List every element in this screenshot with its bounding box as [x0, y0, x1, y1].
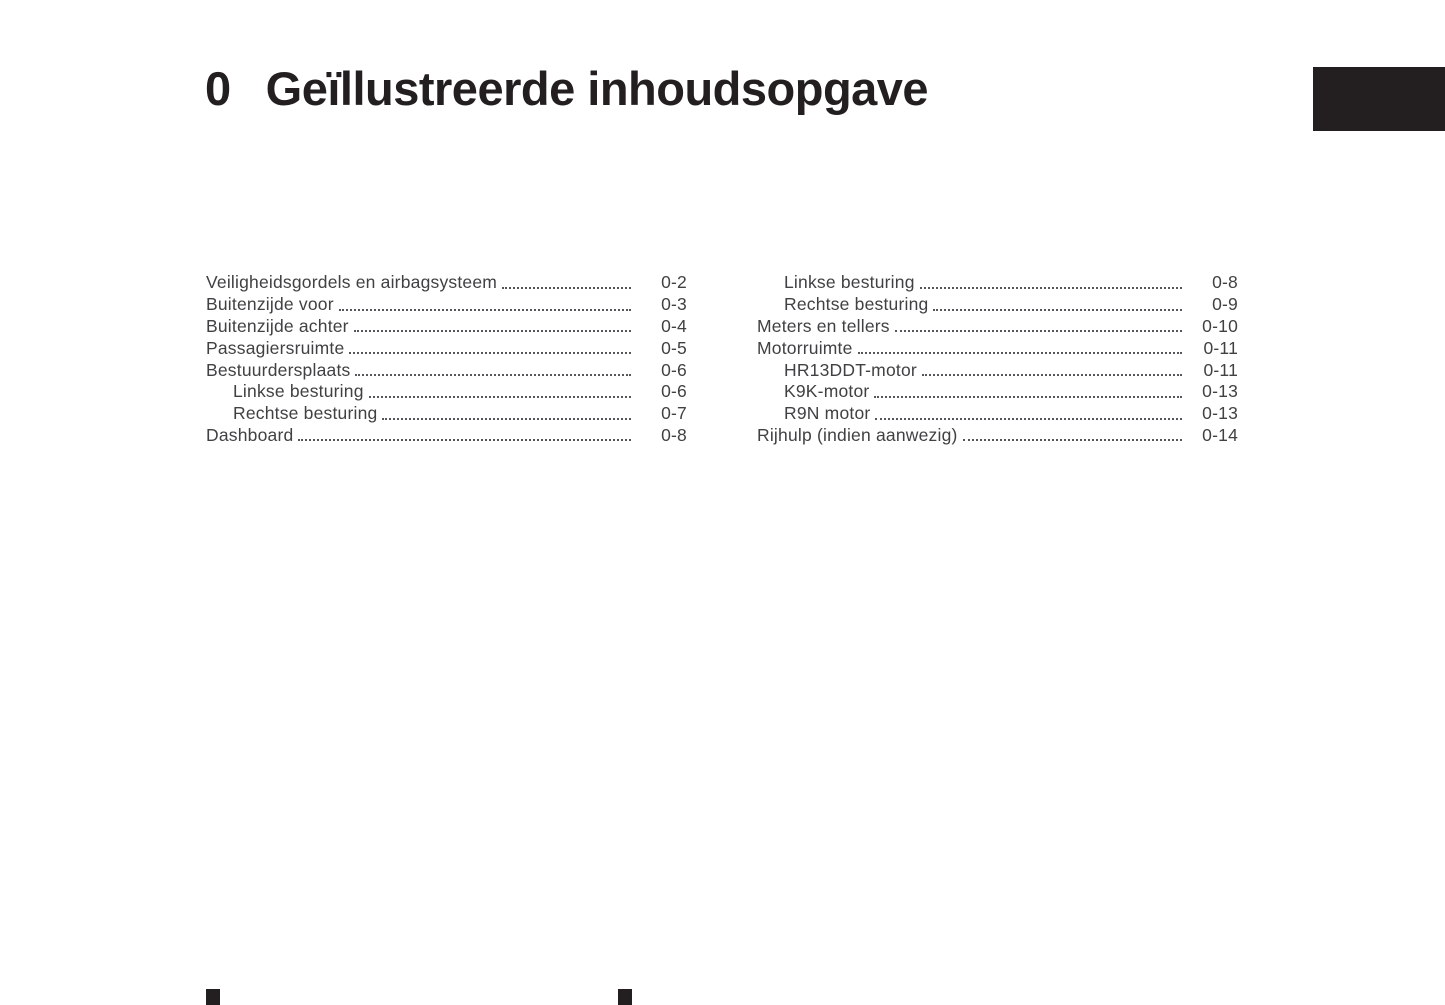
toc-leader-dots	[368, 395, 631, 398]
toc-entry: Rechtse besturing 0-9	[757, 292, 1238, 314]
toc-entry: Dashboard 0-8	[206, 423, 687, 445]
toc-page-number: 0-5	[661, 337, 687, 358]
toc-left-column: Veiligheidsgordels en airbagsysteem 0-2 …	[206, 270, 687, 444]
toc-entry: Buitenzijde achter 0-4	[206, 314, 687, 336]
toc-page-number: 0-6	[661, 359, 687, 380]
toc-leader-dots	[874, 395, 1182, 398]
toc-leader-dots	[353, 330, 631, 333]
toc-entry-label: Passagiersruimte	[206, 337, 345, 358]
toc-page-number: 0-13	[1202, 403, 1238, 424]
toc-page-number: 0-7	[661, 403, 687, 424]
toc-page-number: 0-14	[1202, 425, 1238, 445]
chapter-header: 0 Geïllustreerde inhoudsopgave	[205, 61, 929, 116]
toc-entry-label: Rijhulp (indien aanwezig)	[757, 425, 958, 445]
toc-entry: Meters en tellers 0-10	[757, 314, 1238, 336]
toc-entry-label: Veiligheidsgordels en airbagsysteem	[206, 272, 498, 293]
page-title: Geïllustreerde inhoudsopgave	[265, 62, 929, 115]
toc-entry: R9N motor 0-13	[757, 401, 1238, 423]
toc-entry: Veiligheidsgordels en airbagsysteem 0-2	[206, 270, 687, 292]
toc-entry-label: R9N motor	[784, 403, 871, 424]
toc-leader-dots	[875, 417, 1182, 420]
toc-entry: HR13DDT-motor 0-11	[757, 357, 1238, 379]
toc-page-number: 0-10	[1202, 316, 1238, 337]
table-of-contents: Veiligheidsgordels en airbagsysteem 0-2 …	[206, 270, 1238, 444]
toc-entry-label: HR13DDT-motor	[784, 359, 917, 380]
toc-leader-dots	[919, 286, 1182, 289]
toc-leader-dots	[502, 286, 631, 289]
toc-entry: Motorruimte 0-11	[757, 335, 1238, 357]
toc-leader-dots	[921, 373, 1182, 376]
toc-entry: Passagiersruimte 0-5	[206, 335, 687, 357]
toc-leader-dots	[338, 308, 631, 311]
toc-page-number: 0-2	[661, 272, 687, 293]
toc-entry-label: Linkse besturing	[233, 381, 364, 402]
toc-leader-dots	[349, 352, 631, 355]
toc-right-column: Linkse besturing 0-8 Rechtse besturing 0…	[757, 270, 1238, 444]
chapter-number: 0	[205, 62, 231, 115]
toc-entry-label: Linkse besturing	[784, 272, 915, 293]
toc-entry: K9K-motor 0-13	[757, 379, 1238, 401]
toc-entry-label: K9K-motor	[784, 381, 870, 402]
print-mark-right	[618, 989, 632, 1005]
toc-page-number: 0-8	[661, 425, 687, 445]
toc-entry: Buitenzijde voor 0-3	[206, 292, 687, 314]
toc-page-number: 0-8	[1212, 272, 1238, 293]
toc-entry-label: Rechtse besturing	[784, 294, 929, 315]
toc-entry-label: Bestuurdersplaats	[206, 359, 351, 380]
toc-entry-label: Buitenzijde achter	[206, 316, 349, 337]
toc-entry: Bestuurdersplaats 0-6	[206, 357, 687, 379]
toc-leader-dots	[894, 330, 1182, 333]
toc-entry-label: Meters en tellers	[757, 316, 890, 337]
toc-entry-label: Dashboard	[206, 425, 294, 445]
toc-leader-dots	[355, 373, 631, 376]
toc-page-number: 0-13	[1202, 381, 1238, 402]
chapter-tab-marker	[1313, 67, 1445, 131]
toc-page-number: 0-4	[661, 316, 687, 337]
toc-entry-label: Rechtse besturing	[233, 403, 378, 424]
toc-entry: Rechtse besturing 0-7	[206, 401, 687, 423]
toc-leader-dots	[857, 352, 1182, 355]
toc-leader-dots	[962, 439, 1182, 442]
toc-page-number: 0-3	[661, 294, 687, 315]
toc-page-number: 0-11	[1203, 359, 1238, 380]
toc-entry: Rijhulp (indien aanwezig) 0-14	[757, 423, 1238, 445]
toc-leader-dots	[933, 308, 1182, 311]
toc-entry-label: Motorruimte	[757, 337, 853, 358]
toc-leader-dots	[298, 439, 631, 442]
toc-entry: Linkse besturing 0-8	[757, 270, 1238, 292]
toc-page-number: 0-11	[1203, 337, 1238, 358]
toc-entry: Linkse besturing 0-6	[206, 379, 687, 401]
print-mark-left	[206, 989, 220, 1005]
toc-page-number: 0-6	[661, 381, 687, 402]
toc-entry-label: Buitenzijde voor	[206, 294, 334, 315]
toc-leader-dots	[382, 417, 631, 420]
toc-page-number: 0-9	[1212, 294, 1238, 315]
